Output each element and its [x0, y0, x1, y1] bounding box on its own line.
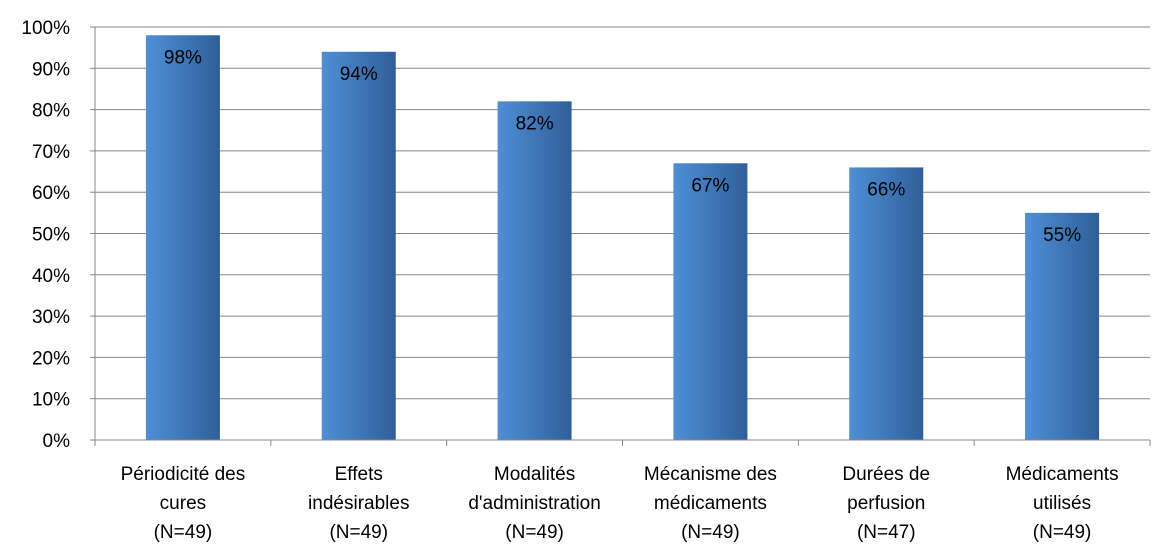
x-tick-label-line: (N=49) [505, 522, 564, 543]
bar [497, 101, 572, 440]
x-tick-label-line: Effets [335, 464, 383, 485]
x-tick-label: Durées de perfusion (N=47) [842, 464, 930, 543]
gridlines [95, 26, 1150, 400]
data-label: 67% [691, 175, 729, 196]
data-label: 82% [516, 113, 554, 134]
x-tick-label-line: Durées de [842, 464, 930, 485]
y-tick-label: 0% [43, 431, 71, 452]
bar [145, 35, 220, 440]
x-tick-label-line: (N=49) [681, 522, 740, 543]
y-tick-label: 10% [32, 390, 70, 411]
x-tick-label-line: utilisés [1033, 493, 1091, 514]
x-tick-label: Modalités d'administration (N=49) [468, 464, 600, 543]
x-tick-label-line: (N=49) [154, 522, 213, 543]
data-label: 55% [1043, 225, 1081, 246]
bar [849, 167, 924, 441]
x-tick-label: Effets indésirables (N=49) [308, 464, 409, 543]
labels: 0% 10% 20% 30% 40% 50% 60% 70% 80% 90% 100% 98% Péri… [21, 18, 1118, 543]
y-tick-label: 20% [32, 348, 70, 369]
data-label: 66% [867, 179, 905, 200]
bars [145, 35, 1100, 441]
y-tick-label: 40% [32, 266, 70, 287]
x-tick-label-line: indésirables [308, 493, 409, 514]
x-tick-label: Mécanisme des médicaments (N=49) [644, 464, 777, 543]
y-tick-label: 100% [21, 18, 70, 39]
bar [1025, 212, 1100, 440]
x-tick-label-line: perfusion [847, 493, 925, 514]
x-tick-label-line: Médicaments [1006, 464, 1119, 485]
axes [90, 26, 1151, 446]
x-tick-label-line: Périodicité des [121, 464, 246, 485]
y-tick-label: 50% [32, 225, 70, 246]
y-tick-label: 30% [32, 307, 70, 328]
data-label: 94% [340, 64, 378, 85]
x-tick-label: Médicaments utilisés (N=49) [1006, 464, 1119, 543]
y-tick-label: 80% [32, 101, 70, 122]
x-tick-label-line: Modalités [494, 464, 575, 485]
x-tick-label-line: (N=47) [857, 522, 916, 543]
x-tick-label-line: médicaments [654, 493, 767, 514]
x-tick-label-line: cures [160, 493, 206, 514]
x-tick-label-line: d'administration [468, 493, 600, 514]
x-tick-label: Périodicité des cures (N=49) [121, 464, 246, 543]
x-tick-label-line: (N=49) [329, 522, 388, 543]
y-tick-label: 60% [32, 183, 70, 204]
y-tick-label: 70% [32, 142, 70, 163]
data-label: 98% [164, 47, 202, 68]
y-tick-label: 90% [32, 59, 70, 80]
bar [673, 163, 748, 441]
x-tick-label-line: (N=49) [1033, 522, 1092, 543]
x-tick-label-line: Mécanisme des [644, 464, 777, 485]
bar [321, 51, 396, 440]
